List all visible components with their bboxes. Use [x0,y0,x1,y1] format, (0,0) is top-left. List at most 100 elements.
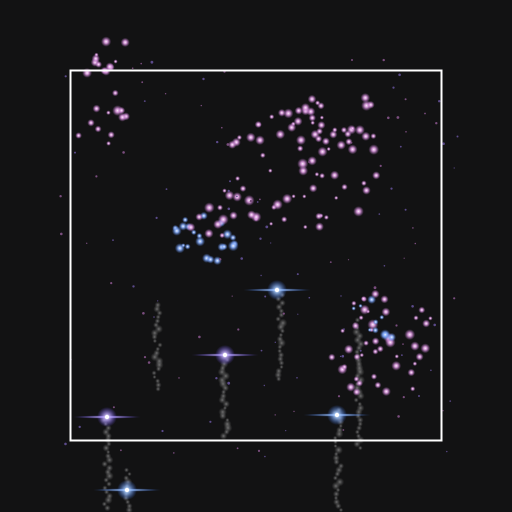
firework-spark-icon [209,420,212,423]
firework-spark-icon [259,198,261,201]
firework-spark-icon [376,345,384,353]
firework-spark-icon [382,58,385,62]
firework-spark-icon [315,212,323,220]
firework-spark-icon [403,257,405,259]
smoke-trail-icon [276,376,282,382]
firework-spark-icon [150,60,154,64]
firework-spark-icon [227,207,231,211]
smoke-trail-icon [151,334,158,340]
rocket-flare-icon [124,487,130,493]
firework-spark-icon [92,104,101,113]
firework-spark-icon [323,214,329,220]
firework-spark-icon [438,100,441,103]
firework-spark-icon [381,330,390,339]
firework-spark-icon [131,67,134,69]
firework-spark-icon [370,133,377,140]
smoke-trail-icon [155,366,162,372]
firework-spark-icon [362,186,371,195]
firework-spark-icon [342,429,345,431]
firework-spark-icon [354,125,365,135]
firework-spark-icon [309,184,318,193]
firework-spark-icon [204,228,214,239]
smoke-trail-icon [151,370,157,376]
firework-spark-icon [359,352,364,358]
firework-spark-icon [363,340,369,346]
firework-spark-icon [227,381,231,385]
firework-spark-icon [239,185,247,193]
firework-spark-icon [198,335,201,339]
firework-spark-icon [424,112,426,115]
firework-spark-icon [296,377,298,379]
firework-spark-icon [229,234,237,242]
firework-spark-icon [353,206,364,217]
firework-spark-icon [319,115,324,120]
firework-spark-icon [307,156,317,166]
firework-spark-icon [372,348,379,355]
smoke-trail-icon [332,435,338,441]
smoke-trail-icon [155,386,161,392]
firework-spark-icon [352,388,361,396]
smoke-trail-icon [127,471,132,477]
firework-spark-icon [404,329,416,340]
firework-spark-icon [293,116,303,126]
firework-spark-icon [87,119,95,127]
firework-spark-icon [222,188,227,193]
firework-spark-icon [303,224,308,230]
firework-spark-icon [236,134,242,141]
rocket-flare-icon [222,352,228,358]
firework-spark-icon [316,127,323,135]
firework-spark-icon [182,216,189,223]
firework-spark-icon [240,257,243,260]
firework-spark-icon [285,430,287,432]
firework-spark-icon [202,77,205,81]
rocket-flares [73,280,371,500]
firework-spark-icon [268,168,273,173]
firework-spark-icon [243,195,255,206]
firework-sparks [59,36,459,458]
firework-spark-icon [413,315,419,321]
firework-spark-icon [308,296,311,299]
firework-spark-icon [157,300,159,302]
firework-spark-icon [418,306,426,314]
firework-spark-icon [272,199,283,210]
firework-spark-icon [236,195,238,198]
firework-spark-icon [308,160,311,164]
smoke-trails [99,292,366,512]
firework-spark-icon [257,449,261,452]
firework-spark-icon [343,328,345,330]
firework-spark-icon [330,170,340,180]
firework-spark-icon [367,295,377,304]
firework-spark-icon [269,221,274,226]
firework-spark-icon [390,187,393,190]
firework-spark-icon [195,213,203,221]
smoke-trail-icon [152,375,157,379]
firework-spark-icon [358,315,364,321]
firework-spark-icon [155,216,158,219]
firework-spark-icon [361,180,367,186]
firework-spark-icon [217,204,223,211]
firework-spark-icon [407,368,416,377]
smoke-trail-icon [104,504,111,512]
firework-spark-icon [287,123,297,132]
firework-spark-icon [269,114,275,120]
selection-frame [69,69,443,442]
firework-spark-icon [366,100,375,109]
firework-spark-icon [294,106,303,115]
firework-spark-icon [259,237,262,240]
smoke-trail-icon [353,440,361,448]
firework-spark-icon [387,116,390,120]
firework-spark-icon [351,59,353,61]
firework-spark-icon [453,297,456,300]
firework-spark-icon [308,114,316,122]
firework-spark-icon [370,373,378,380]
firework-spark-icon [186,222,196,232]
firework-spark-icon [414,242,417,245]
firework-spark-icon [215,377,218,380]
firework-spark-icon [221,126,223,129]
firework-spark-icon [254,120,262,129]
firework-spark-icon [347,144,358,155]
rocket-flare-icon [274,287,280,293]
firework-spark-icon [371,337,380,346]
firework-spark-icon [373,286,377,290]
